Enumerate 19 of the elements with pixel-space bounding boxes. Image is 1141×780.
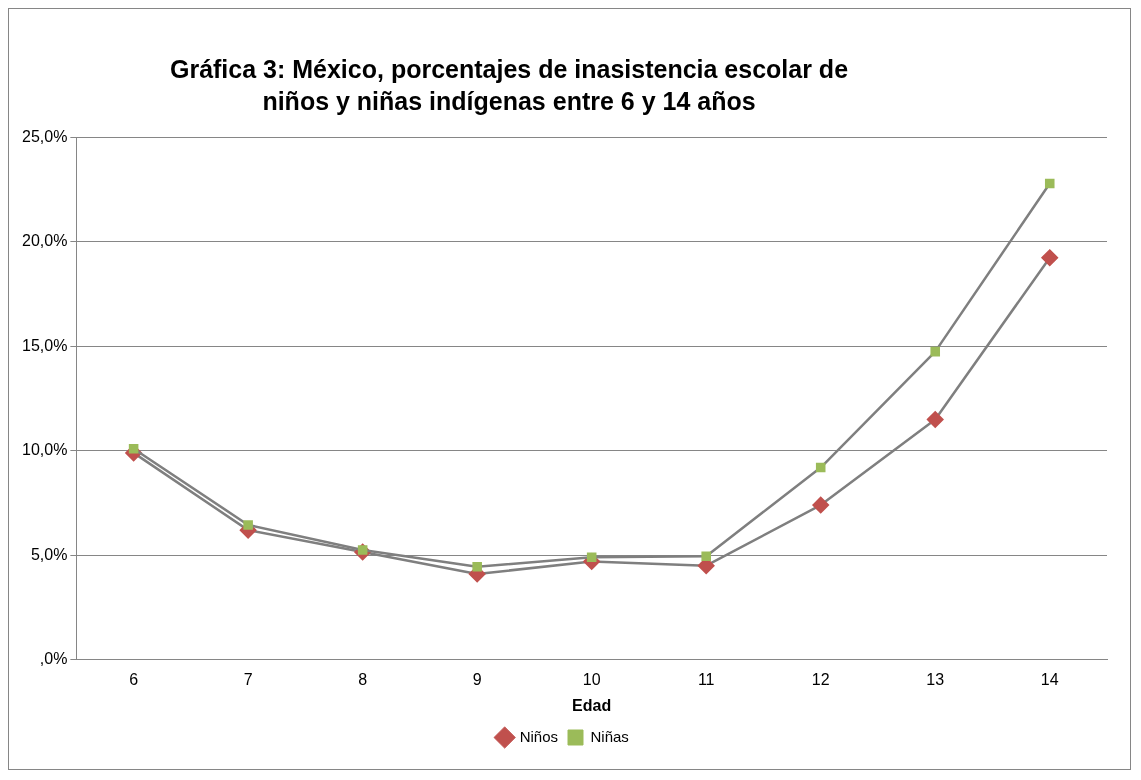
x-tick-label: 12 bbox=[811, 670, 830, 688]
legend-label: Niñas bbox=[590, 727, 629, 745]
legend-label: Niños bbox=[519, 727, 559, 745]
x-tick-label: 10 bbox=[582, 670, 601, 688]
x-tick-label: 13 bbox=[926, 670, 945, 688]
x-tick-label: 6 bbox=[129, 670, 139, 688]
x-tick-label: 9 bbox=[472, 670, 482, 688]
y-tick-label: 15,0% bbox=[21, 336, 68, 354]
y-tick-label: 10,0% bbox=[21, 441, 68, 459]
y-tick-label: 25,0% bbox=[21, 128, 68, 146]
x-tick-label: 11 bbox=[697, 670, 715, 688]
y-tick-label: 5,0% bbox=[30, 545, 68, 563]
x-tick-label: 7 bbox=[243, 670, 253, 688]
x-tick-label: 14 bbox=[1040, 670, 1059, 688]
chart-title: Gráfica 3: México, porcentajes de inasistencia escolar de niños y niñas indígenas entre 6 y 14 años bbox=[168, 54, 850, 117]
x-tick-label: 8 bbox=[358, 670, 368, 688]
x-axis-title: Edad bbox=[572, 696, 612, 714]
y-tick-label: 20,0% bbox=[21, 232, 68, 250]
y-tick-label: ,0% bbox=[39, 650, 68, 668]
